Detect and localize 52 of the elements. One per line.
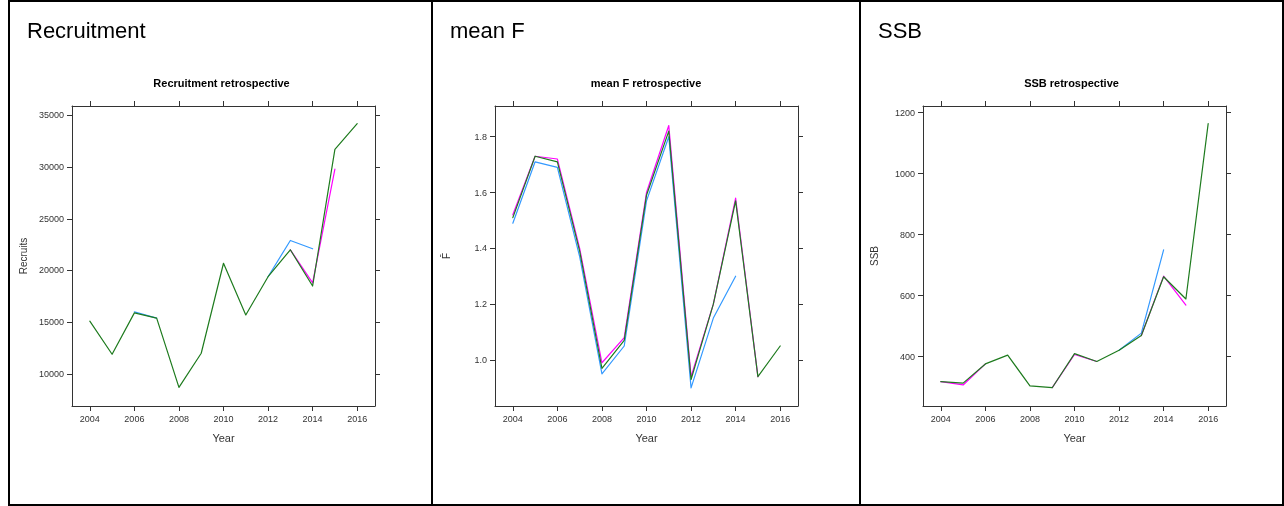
y-tick-label: 15000 xyxy=(38,317,64,328)
x-tick-label: 2004 xyxy=(79,413,100,424)
chart-subtitle: Recruitment retrospective xyxy=(153,76,290,89)
chart-title: mean F xyxy=(450,17,525,43)
x-tick-label: 2010 xyxy=(636,413,657,424)
x-tick-label: 2008 xyxy=(1019,413,1040,424)
chart-subtitle: SSB retrospective xyxy=(1024,76,1119,89)
x-tick-label: 2016 xyxy=(770,413,791,424)
chart-subtitle: mean F retrospective xyxy=(590,76,702,89)
x-tick-label: 2012 xyxy=(681,413,702,424)
y-tick-label: 400 xyxy=(899,351,915,362)
x-tick-label: 2010 xyxy=(213,413,234,424)
y-tick-label: 1.4 xyxy=(474,243,487,254)
x-axis-title: Year xyxy=(1063,431,1086,444)
y-axis-title: Recruits xyxy=(17,237,29,275)
y-tick-label: 30000 xyxy=(38,162,64,173)
x-tick-label: 2012 xyxy=(258,413,279,424)
x-tick-label: 2016 xyxy=(347,413,368,424)
chart-title: Recruitment xyxy=(27,17,146,43)
x-tick-label: 2014 xyxy=(725,413,746,424)
y-tick-label: 800 xyxy=(899,229,915,240)
y-tick-label: 1.0 xyxy=(474,354,487,365)
x-tick-label: 2006 xyxy=(124,413,145,424)
x-tick-label: 2006 xyxy=(547,413,568,424)
x-tick-label: 2014 xyxy=(302,413,323,424)
x-tick-label: 2012 xyxy=(1109,413,1130,424)
x-axis-title: Year xyxy=(212,431,235,444)
x-tick-label: 2016 xyxy=(1198,413,1219,424)
y-tick-label: 25000 xyxy=(38,213,64,224)
x-tick-label: 2004 xyxy=(930,413,951,424)
chart-title: SSB xyxy=(878,17,923,43)
x-tick-label: 2004 xyxy=(502,413,523,424)
y-tick-label: 1000 xyxy=(894,168,915,179)
y-tick-label: 20000 xyxy=(38,265,64,276)
y-tick-label: 1.6 xyxy=(474,187,487,198)
y-axis-title: SSB xyxy=(868,245,880,267)
y-axis-title: F̄ xyxy=(439,252,452,260)
y-tick-label: 1.2 xyxy=(474,299,487,310)
y-tick-label: 1.8 xyxy=(474,131,487,142)
x-tick-label: 2006 xyxy=(975,413,996,424)
y-tick-label: 10000 xyxy=(38,368,64,379)
line-series xyxy=(940,123,1209,389)
x-tick-label: 2014 xyxy=(1153,413,1174,424)
line-series xyxy=(512,136,737,389)
y-tick-label: 600 xyxy=(899,290,915,301)
y-tick-label: 35000 xyxy=(38,110,64,121)
x-tick-label: 2010 xyxy=(1064,413,1085,424)
y-tick-label: 1200 xyxy=(894,107,915,118)
line-series xyxy=(89,122,358,388)
x-tick-label: 2008 xyxy=(591,413,612,424)
x-axis-title: Year xyxy=(635,431,658,444)
x-tick-label: 2008 xyxy=(168,413,189,424)
